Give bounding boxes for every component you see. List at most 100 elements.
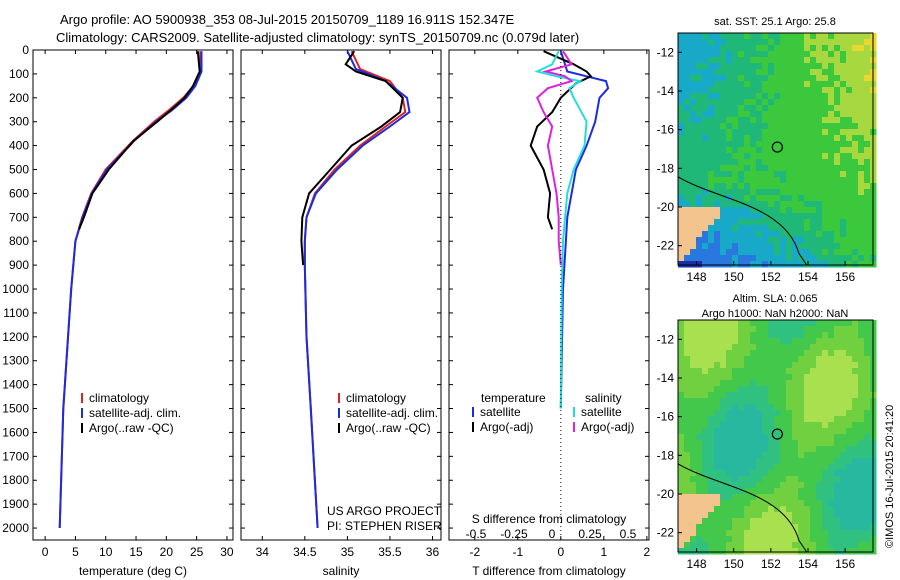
y-tick-label: 1800 xyxy=(2,473,29,487)
map-cell xyxy=(762,159,769,166)
map-cell xyxy=(756,99,763,106)
map-cell xyxy=(720,512,727,519)
map-cell xyxy=(708,548,715,555)
map-cell xyxy=(726,201,733,208)
map-cell xyxy=(726,207,733,214)
map-cell xyxy=(810,338,817,345)
map-cell xyxy=(846,458,853,465)
map-cell xyxy=(804,81,811,88)
map-cell xyxy=(738,362,745,369)
map-cell xyxy=(792,350,799,357)
map-cell xyxy=(678,374,685,381)
map-cell xyxy=(762,207,769,214)
map-cell xyxy=(846,548,853,555)
map-cell xyxy=(762,362,769,369)
map-cell xyxy=(840,476,847,483)
map-cell xyxy=(816,87,823,94)
map-cell xyxy=(828,225,835,232)
map-cell xyxy=(786,201,793,208)
map-cell xyxy=(690,33,697,40)
map-cell xyxy=(750,542,757,549)
map-cell xyxy=(750,159,757,166)
map-cell xyxy=(738,159,745,166)
map-cell xyxy=(762,524,769,531)
map-cell xyxy=(732,81,739,88)
map-cell xyxy=(792,171,799,178)
map-cell xyxy=(798,428,805,435)
map-cell xyxy=(846,111,853,118)
map-cell xyxy=(678,500,685,507)
map-cell xyxy=(858,530,865,537)
map-cell xyxy=(762,39,769,46)
map-cell xyxy=(744,243,751,250)
map-cell xyxy=(744,404,751,411)
map-cell xyxy=(786,69,793,76)
map-cell xyxy=(738,171,745,178)
map-cell xyxy=(708,105,715,112)
map-cell xyxy=(780,398,787,405)
map-cell xyxy=(714,380,721,387)
map-cell xyxy=(768,219,775,226)
map-cell xyxy=(798,237,805,244)
map-cell xyxy=(714,231,721,238)
map-cell xyxy=(858,201,865,208)
map-x-tick-label: 152 xyxy=(761,270,781,284)
y-tick-label: 200 xyxy=(9,91,29,105)
sst-map: 148 150 152 154 156-12-14-16-18-20-22 xyxy=(657,32,877,284)
map-cell xyxy=(696,446,703,453)
map-cell xyxy=(858,536,865,543)
map-cell xyxy=(786,386,793,393)
map-cell xyxy=(816,446,823,453)
map-cell xyxy=(744,320,751,327)
map-cell xyxy=(774,135,781,142)
map-cell xyxy=(780,213,787,220)
legend-label: climatology xyxy=(89,391,149,405)
map-cell xyxy=(840,386,847,393)
map-cell xyxy=(822,225,829,232)
map-cell xyxy=(696,464,703,471)
map-cell xyxy=(828,320,835,327)
map-cell xyxy=(810,374,817,381)
map-cell xyxy=(858,69,865,76)
map-cell xyxy=(738,99,745,106)
series-line-temperature-argo-adj- xyxy=(529,50,593,230)
map-cell xyxy=(690,338,697,345)
map-cell xyxy=(834,135,841,142)
map-cell xyxy=(852,261,859,268)
map-cell xyxy=(774,225,781,232)
map-cell xyxy=(834,524,841,531)
map-cell xyxy=(822,458,829,465)
map-cell xyxy=(804,153,811,160)
map-cell xyxy=(798,374,805,381)
map-cell xyxy=(732,225,739,232)
map-cell xyxy=(798,446,805,453)
map-cell xyxy=(714,332,721,339)
map-cell xyxy=(774,446,781,453)
map-cell xyxy=(750,452,757,459)
map-cell xyxy=(840,344,847,351)
map-cell xyxy=(852,416,859,423)
map-cell xyxy=(858,225,865,232)
map-cell xyxy=(708,356,715,363)
map-cell xyxy=(786,452,793,459)
map-cell xyxy=(798,548,805,555)
map-cell xyxy=(840,494,847,501)
map-cell xyxy=(690,464,697,471)
x-tick-label: 20 xyxy=(160,545,174,559)
map-cell xyxy=(822,404,829,411)
map-cell xyxy=(846,440,853,447)
map-cell xyxy=(864,332,871,339)
map-cell xyxy=(798,87,805,94)
map-cell xyxy=(822,39,829,46)
map-cell xyxy=(780,512,787,519)
map-cell xyxy=(864,207,871,214)
map-cell xyxy=(750,374,757,381)
map-cell xyxy=(732,428,739,435)
map-cell xyxy=(804,374,811,381)
map-cell xyxy=(762,117,769,124)
map-cell xyxy=(702,147,709,154)
map-cell xyxy=(810,458,817,465)
map-cell xyxy=(804,177,811,184)
map-cell xyxy=(804,225,811,232)
map-cell xyxy=(780,159,787,166)
